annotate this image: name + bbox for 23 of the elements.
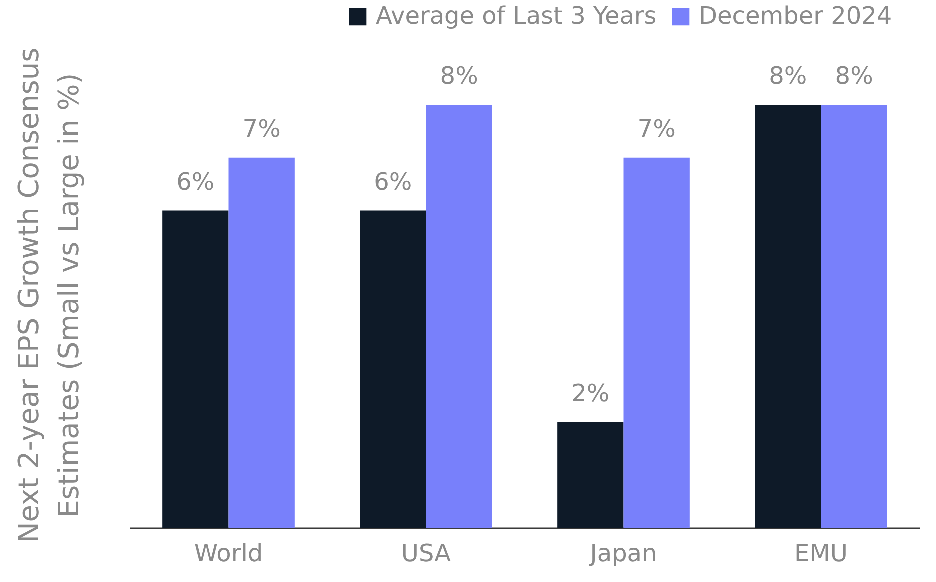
x-tick-label: Japan <box>588 540 658 568</box>
x-tick-label: USA <box>401 540 452 568</box>
x-tick-label: EMU <box>794 540 848 568</box>
data-label: 2% <box>572 379 610 408</box>
bar <box>360 210 426 528</box>
data-label: 6% <box>374 168 412 196</box>
bar <box>162 210 229 528</box>
legend-label: December 2024 <box>699 2 892 30</box>
y-axis-title: Next 2-year EPS Growth Consensus Estimates (Small vs Large in %) <box>12 48 86 544</box>
data-label: 8% <box>769 62 808 90</box>
data-label: 7% <box>242 114 281 143</box>
bar <box>755 105 822 528</box>
bar <box>821 105 888 528</box>
bar <box>558 422 624 528</box>
legend-label: Average of Last 3 Years <box>376 2 657 30</box>
data-label: 7% <box>638 114 676 143</box>
bar <box>426 105 492 528</box>
data-label: 8% <box>835 62 874 90</box>
data-label: 8% <box>440 62 478 90</box>
bar <box>624 158 690 528</box>
x-tick-label: World <box>194 540 264 568</box>
bar <box>228 158 295 528</box>
data-label: 6% <box>176 168 215 196</box>
